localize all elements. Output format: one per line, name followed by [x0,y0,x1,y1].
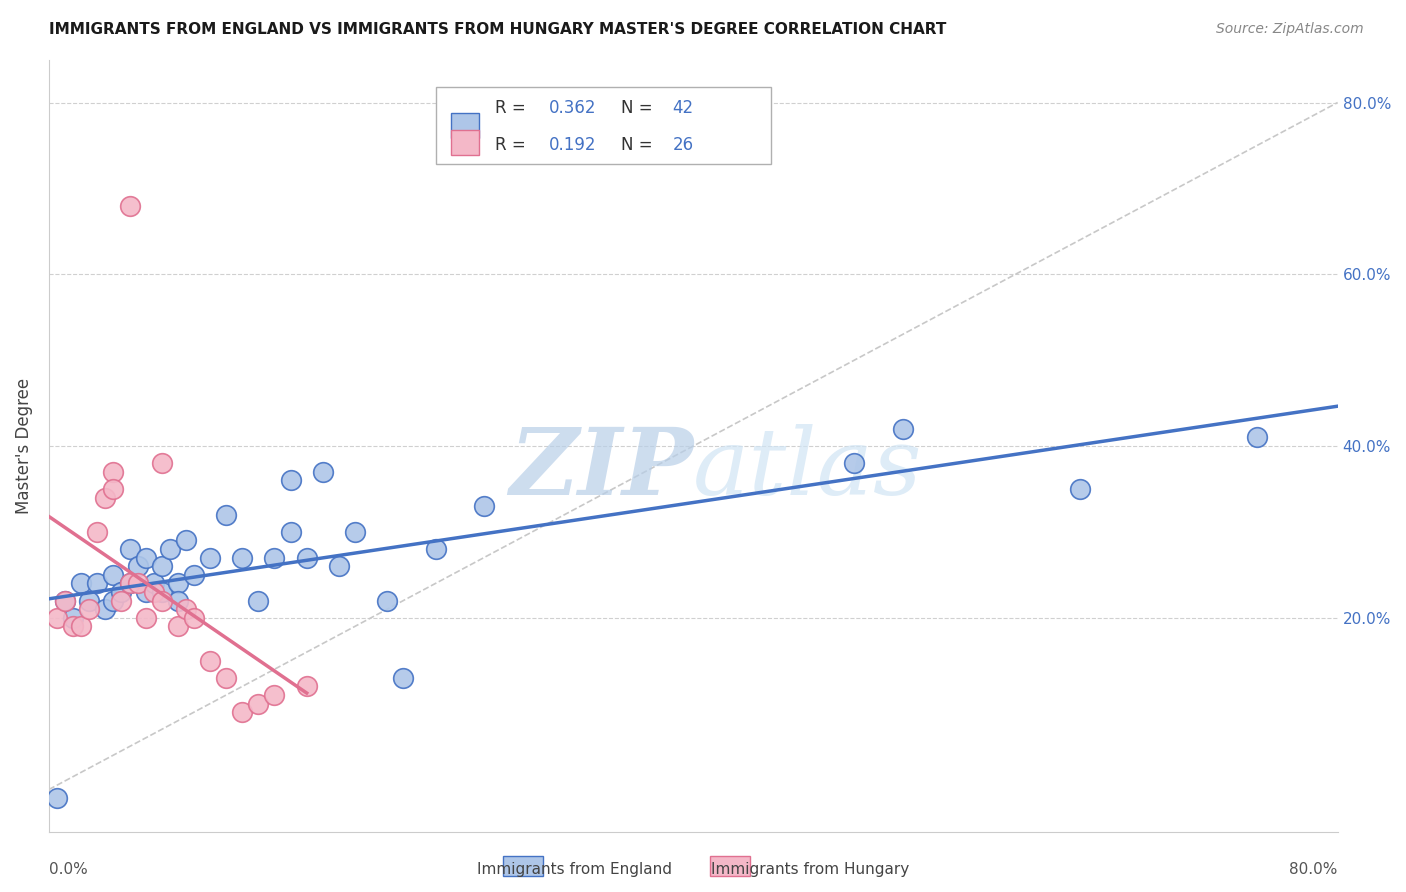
Point [263,550,285,565]
Point [94,491,117,505]
Point [118,576,141,591]
Point [174,602,197,616]
Point [263,688,285,702]
Point [110,585,132,599]
Point [231,705,253,719]
Point [166,576,188,591]
Point [135,550,157,565]
Point [118,542,141,557]
Point [150,585,173,599]
Point [77,602,100,616]
Y-axis label: Master's Degree: Master's Degree [15,378,32,514]
Point [62,619,84,633]
Bar [710,856,749,876]
Text: 0.0%: 0.0% [49,863,87,877]
Point [53,593,76,607]
Point [86,576,108,591]
Point [844,456,866,470]
Point [127,559,149,574]
Point [159,542,181,557]
Point [46,791,69,805]
Text: atlas: atlas [693,425,922,514]
Point [127,576,149,591]
Text: Immigrants from England        Immigrants from Hungary: Immigrants from England Immigrants from … [477,863,910,877]
Point [135,611,157,625]
Point [215,508,238,522]
Point [77,593,100,607]
Point [1069,482,1091,496]
Bar [503,856,543,876]
Point [142,576,165,591]
Bar [451,113,479,137]
Bar [436,87,770,164]
Bar [451,130,479,154]
Text: N =: N = [621,136,658,153]
Point [118,198,141,212]
Point [1246,430,1268,444]
Point [103,465,125,479]
Text: 0.192: 0.192 [548,136,596,153]
Point [150,456,173,470]
Point [280,474,302,488]
Point [70,619,93,633]
Point [103,593,125,607]
Point [135,585,157,599]
Point [110,593,132,607]
Text: R =: R = [495,136,531,153]
Point [891,422,914,436]
Point [183,611,205,625]
Point [295,680,318,694]
Point [425,542,447,557]
Point [231,550,253,565]
Point [198,654,221,668]
Point [103,482,125,496]
Point [328,559,350,574]
Text: Source: ZipAtlas.com: Source: ZipAtlas.com [1216,22,1364,37]
Point [344,524,367,539]
Point [62,611,84,625]
Point [150,593,173,607]
Point [375,593,398,607]
Text: N =: N = [621,99,658,117]
Point [70,576,93,591]
Point [312,465,335,479]
Point [150,559,173,574]
Point [247,593,270,607]
Text: 42: 42 [672,99,693,117]
Point [46,611,69,625]
Point [392,671,415,685]
Text: 26: 26 [672,136,693,153]
Text: IMMIGRANTS FROM ENGLAND VS IMMIGRANTS FROM HUNGARY MASTER'S DEGREE CORRELATION C: IMMIGRANTS FROM ENGLAND VS IMMIGRANTS FR… [49,22,946,37]
Point [215,671,238,685]
Point [103,567,125,582]
Point [166,593,188,607]
Point [183,567,205,582]
Point [94,602,117,616]
Text: ZIP: ZIP [509,425,693,514]
Point [174,533,197,548]
Point [142,585,165,599]
Point [198,550,221,565]
Text: 0.362: 0.362 [548,99,596,117]
Point [247,697,270,711]
Text: R =: R = [495,99,531,117]
Point [280,524,302,539]
Text: 80.0%: 80.0% [1289,863,1337,877]
Point [53,593,76,607]
Point [86,524,108,539]
Point [118,576,141,591]
Point [295,550,318,565]
Point [166,619,188,633]
Point [472,499,495,513]
